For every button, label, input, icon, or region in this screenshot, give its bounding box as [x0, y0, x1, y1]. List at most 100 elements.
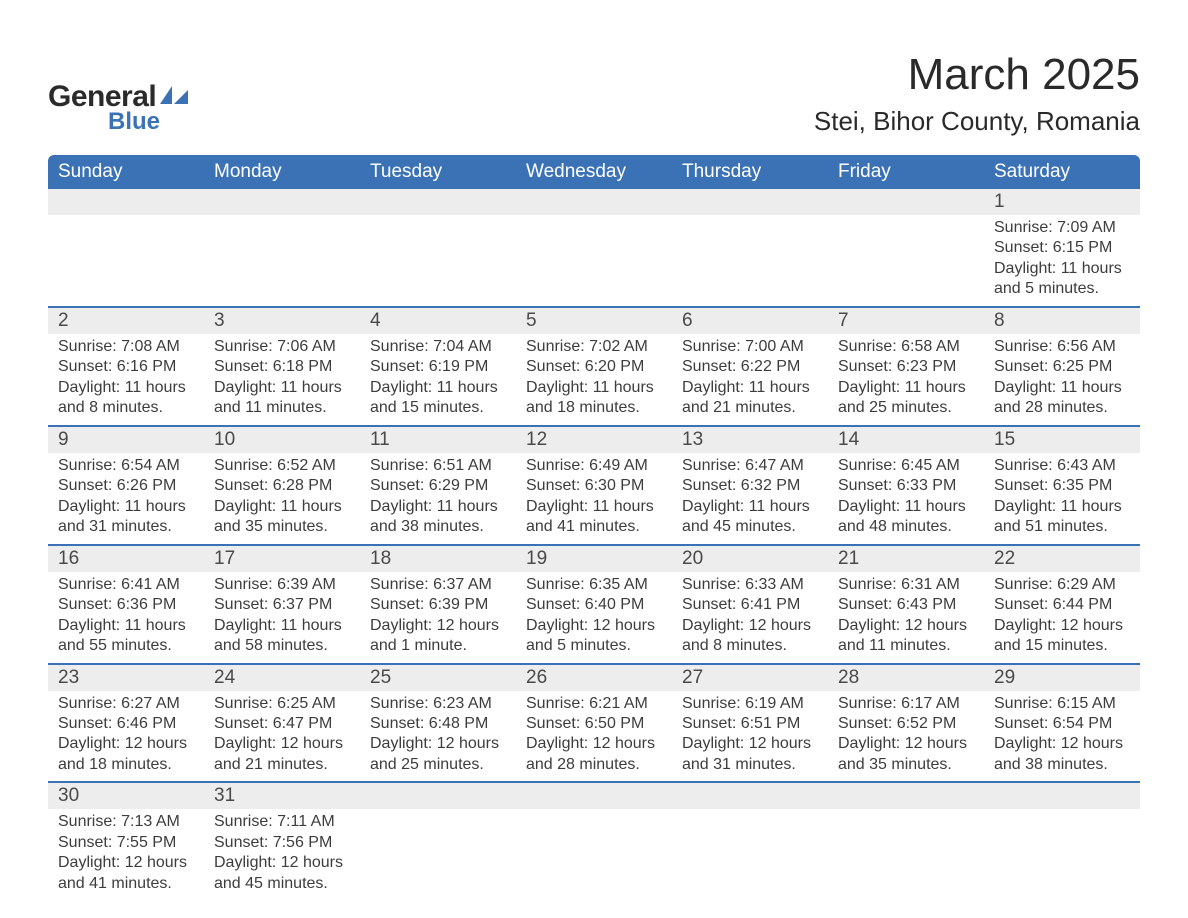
- detail-row: Sunrise: 6:54 AMSunset: 6:26 PMDaylight:…: [48, 453, 1140, 545]
- sunset-line: Sunset: 6:25 PM: [994, 357, 1130, 377]
- day-number: 31: [214, 785, 235, 806]
- day-number: 23: [58, 667, 79, 688]
- sunrise-line: Sunrise: 6:54 AM: [58, 456, 194, 476]
- daylight-line: Daylight: 11 hours and 21 minutes.: [682, 378, 818, 419]
- day-detail-cell: Sunrise: 7:02 AMSunset: 6:20 PMDaylight:…: [516, 334, 672, 426]
- daylight-line: Daylight: 11 hours and 55 minutes.: [58, 616, 194, 657]
- day-number-cell: 8: [984, 307, 1140, 334]
- day-detail-cell: Sunrise: 7:00 AMSunset: 6:22 PMDaylight:…: [672, 334, 828, 426]
- day-number: 19: [526, 548, 547, 569]
- weekday-header: Tuesday: [360, 155, 516, 189]
- day-number-cell: 29: [984, 664, 1140, 691]
- day-number: 25: [370, 667, 391, 688]
- sunset-line: Sunset: 6:35 PM: [994, 476, 1130, 496]
- day-detail-cell: Sunrise: 6:51 AMSunset: 6:29 PMDaylight:…: [360, 453, 516, 545]
- weekday-header: Wednesday: [516, 155, 672, 189]
- daynum-row: 23242526272829: [48, 664, 1140, 691]
- day-number-cell: [48, 189, 204, 215]
- sunrise-line: Sunrise: 6:45 AM: [838, 456, 974, 476]
- title-block: March 2025 Stei, Bihor County, Romania: [814, 50, 1140, 137]
- daylight-line: Daylight: 11 hours and 48 minutes.: [838, 497, 974, 538]
- day-detail-cell: Sunrise: 6:58 AMSunset: 6:23 PMDaylight:…: [828, 334, 984, 426]
- day-detail-cell: Sunrise: 7:09 AMSunset: 6:15 PMDaylight:…: [984, 215, 1140, 307]
- day-number-cell: 17: [204, 545, 360, 572]
- day-number-cell: [516, 782, 672, 809]
- day-detail-cell: [984, 809, 1140, 900]
- weekday-header: Thursday: [672, 155, 828, 189]
- sunrise-line: Sunrise: 6:47 AM: [682, 456, 818, 476]
- day-number: 11: [370, 429, 390, 450]
- sunrise-line: Sunrise: 6:35 AM: [526, 575, 662, 595]
- day-detail-cell: Sunrise: 6:49 AMSunset: 6:30 PMDaylight:…: [516, 453, 672, 545]
- daylight-line: Daylight: 12 hours and 15 minutes.: [994, 616, 1130, 657]
- day-number-cell: [360, 189, 516, 215]
- day-number-cell: 10: [204, 426, 360, 453]
- day-number: 4: [370, 310, 381, 331]
- daynum-row: 1: [48, 189, 1140, 215]
- weekday-header: Friday: [828, 155, 984, 189]
- day-detail-cell: Sunrise: 7:11 AMSunset: 7:56 PMDaylight:…: [204, 809, 360, 900]
- day-number-cell: [828, 782, 984, 809]
- daylight-line: Daylight: 11 hours and 45 minutes.: [682, 497, 818, 538]
- day-detail-cell: Sunrise: 6:27 AMSunset: 6:46 PMDaylight:…: [48, 691, 204, 783]
- day-number-cell: [672, 189, 828, 215]
- day-number-cell: 6: [672, 307, 828, 334]
- day-number-cell: 18: [360, 545, 516, 572]
- sunset-line: Sunset: 6:22 PM: [682, 357, 818, 377]
- daylight-line: Daylight: 11 hours and 38 minutes.: [370, 497, 506, 538]
- day-detail-cell: Sunrise: 6:15 AMSunset: 6:54 PMDaylight:…: [984, 691, 1140, 783]
- sunset-line: Sunset: 6:44 PM: [994, 595, 1130, 615]
- daylight-line: Daylight: 12 hours and 38 minutes.: [994, 734, 1130, 775]
- sunrise-line: Sunrise: 7:11 AM: [214, 812, 350, 832]
- daylight-line: Daylight: 12 hours and 21 minutes.: [214, 734, 350, 775]
- daylight-line: Daylight: 11 hours and 58 minutes.: [214, 616, 350, 657]
- day-number: 22: [994, 548, 1015, 569]
- day-number: 2: [58, 310, 69, 331]
- sunrise-line: Sunrise: 7:08 AM: [58, 337, 194, 357]
- day-number: 21: [838, 548, 859, 569]
- sunrise-line: Sunrise: 6:19 AM: [682, 694, 818, 714]
- sunrise-line: Sunrise: 6:33 AM: [682, 575, 818, 595]
- daylight-line: Daylight: 11 hours and 25 minutes.: [838, 378, 974, 419]
- day-number-cell: 30: [48, 782, 204, 809]
- day-detail-cell: Sunrise: 7:06 AMSunset: 6:18 PMDaylight:…: [204, 334, 360, 426]
- sunset-line: Sunset: 6:48 PM: [370, 714, 506, 734]
- sunrise-line: Sunrise: 6:52 AM: [214, 456, 350, 476]
- sunset-line: Sunset: 6:18 PM: [214, 357, 350, 377]
- sunrise-line: Sunrise: 6:58 AM: [838, 337, 974, 357]
- daylight-line: Daylight: 12 hours and 28 minutes.: [526, 734, 662, 775]
- day-number: 8: [994, 310, 1005, 331]
- sunset-line: Sunset: 6:28 PM: [214, 476, 350, 496]
- day-detail-cell: Sunrise: 6:29 AMSunset: 6:44 PMDaylight:…: [984, 572, 1140, 664]
- day-number: 13: [682, 429, 703, 450]
- day-number: 15: [994, 429, 1015, 450]
- day-detail-cell: Sunrise: 6:39 AMSunset: 6:37 PMDaylight:…: [204, 572, 360, 664]
- header: General Blue March 2025 Stei, Bihor Coun…: [48, 50, 1140, 137]
- day-detail-cell: [828, 215, 984, 307]
- sunset-line: Sunset: 6:32 PM: [682, 476, 818, 496]
- brand-logo: General Blue: [48, 80, 190, 136]
- day-number-cell: [204, 189, 360, 215]
- daylight-line: Daylight: 12 hours and 25 minutes.: [370, 734, 506, 775]
- daylight-line: Daylight: 12 hours and 5 minutes.: [526, 616, 662, 657]
- sunrise-line: Sunrise: 6:37 AM: [370, 575, 506, 595]
- day-number-cell: 22: [984, 545, 1140, 572]
- daylight-line: Daylight: 12 hours and 41 minutes.: [58, 853, 194, 894]
- weekday-header: Monday: [204, 155, 360, 189]
- day-number-cell: 5: [516, 307, 672, 334]
- day-number-cell: 7: [828, 307, 984, 334]
- day-number: 7: [838, 310, 849, 331]
- sunset-line: Sunset: 6:20 PM: [526, 357, 662, 377]
- day-number-cell: 23: [48, 664, 204, 691]
- sunset-line: Sunset: 6:16 PM: [58, 357, 194, 377]
- day-number-cell: [828, 189, 984, 215]
- day-number-cell: 9: [48, 426, 204, 453]
- daylight-line: Daylight: 12 hours and 8 minutes.: [682, 616, 818, 657]
- detail-row: Sunrise: 6:27 AMSunset: 6:46 PMDaylight:…: [48, 691, 1140, 783]
- day-detail-cell: [516, 809, 672, 900]
- day-number-cell: 27: [672, 664, 828, 691]
- day-number: 14: [838, 429, 859, 450]
- sunrise-line: Sunrise: 6:21 AM: [526, 694, 662, 714]
- day-number-cell: 3: [204, 307, 360, 334]
- daylight-line: Daylight: 11 hours and 51 minutes.: [994, 497, 1130, 538]
